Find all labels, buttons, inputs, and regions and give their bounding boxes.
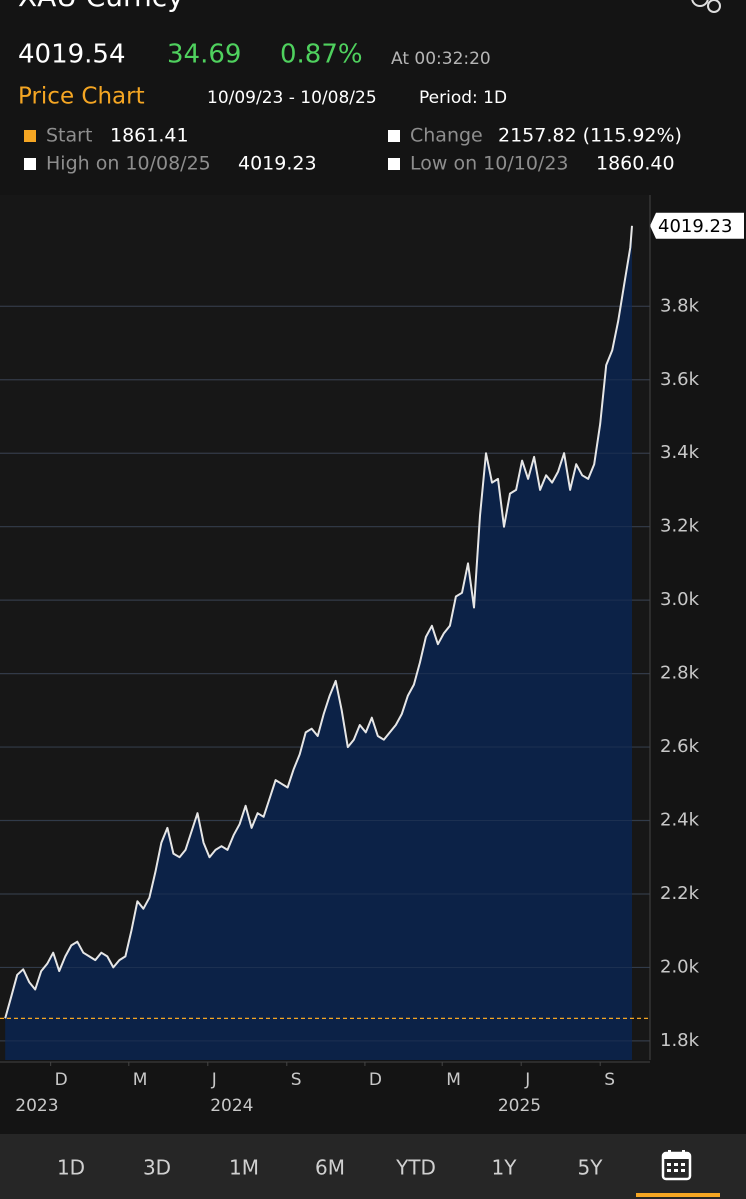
date-range: 10/09/23 - 10/08/25 (207, 88, 377, 108)
stat-value: 4019.23 (238, 153, 317, 175)
period: Period: 1D (419, 88, 507, 108)
change-pct: 0.87% (280, 40, 363, 70)
y-tick-label: 2.0k (660, 956, 700, 977)
y-tick-label: 3.8k (660, 295, 700, 316)
year-label: 2024 (210, 1096, 253, 1116)
chart-title: Price Chart (18, 84, 145, 110)
price-tag-box (650, 212, 744, 239)
y-tick-label: 3.0k (660, 589, 700, 610)
x-tick-label: S (604, 1070, 615, 1090)
legend-swatch (24, 158, 36, 170)
plot-area: 1.8k 2.0k 2.2k 2.4k 2.6k 2.8k 3.0k 3.2k 3.4k 3.6k… (0, 195, 744, 1116)
quote-time: At 00:32:20 (391, 49, 491, 69)
tab-group: 1D 3D 1M 6M YTD 1Y 5Y (57, 1156, 603, 1180)
price-area (5, 225, 632, 1061)
range-tab[interactable]: 1Y (492, 1156, 518, 1180)
year-label: 2023 (15, 1096, 58, 1116)
calendar-tab[interactable] (636, 1150, 720, 1197)
x-tick-label: S (291, 1070, 302, 1090)
y-tick-label: 2.8k (660, 663, 700, 684)
legend-swatch (388, 130, 400, 142)
range-tab[interactable]: 1M (229, 1156, 259, 1180)
price: 4019.54 (18, 40, 126, 70)
y-tick-label: 2.6k (660, 736, 700, 757)
y-tick-label: 3.2k (660, 516, 700, 537)
y-tick-label: 3.6k (660, 369, 700, 390)
settings-icon[interactable] (691, 0, 721, 13)
x-tick-label: M (133, 1070, 148, 1090)
tab-bar (0, 1134, 746, 1199)
stat-label: Change (410, 125, 483, 147)
x-tick-label: D (55, 1070, 68, 1090)
stat-value: 1860.40 (596, 153, 675, 175)
range-tab[interactable]: 3D (143, 1156, 171, 1180)
range-tab[interactable]: YTD (395, 1156, 436, 1180)
last-price-tag: 4019.23 (650, 212, 744, 239)
x-tick-label: D (369, 1070, 382, 1090)
year-label: 2025 (498, 1096, 541, 1116)
y-tick-label: 2.2k (660, 883, 700, 904)
stat-value: 1861.41 (110, 125, 189, 147)
x-tick-label: J (524, 1070, 530, 1090)
range-tab[interactable]: 5Y (578, 1156, 604, 1180)
legend-swatch (24, 130, 36, 142)
x-tick-label: M (446, 1070, 461, 1090)
stat-label: Start (46, 125, 92, 147)
range-tab[interactable]: 1D (57, 1156, 85, 1180)
price-line (4, 225, 633, 1019)
y-tick-label: 1.8k (660, 1030, 700, 1051)
stat-label: Low on 10/10/23 (410, 153, 569, 175)
range-tab[interactable]: 6M (315, 1156, 345, 1180)
legend-swatch (388, 158, 400, 170)
stat-label: High on 10/08/25 (46, 153, 211, 175)
price-tag-label: 4019.23 (658, 216, 732, 237)
y-tick-label: 3.4k (660, 442, 700, 463)
stat-value: 2157.82 (115.92%) (498, 125, 682, 147)
x-tick-label: J (211, 1070, 217, 1090)
security-title: XAU Curncy (18, 0, 184, 13)
y-tick-label: 2.4k (660, 810, 700, 831)
change: 34.69 (167, 40, 241, 70)
